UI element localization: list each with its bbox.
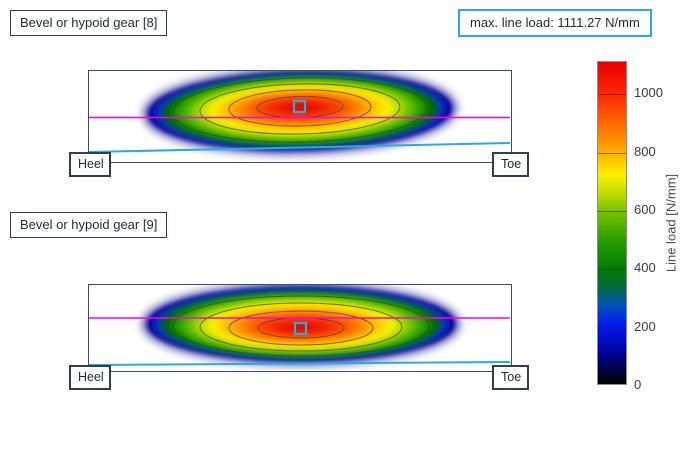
colorbar-tick-1000: 1000 [634,85,663,100]
tooth-edge-line [89,142,510,153]
panel2-contact-plot [88,284,512,372]
panel1-toe-label: Toe [492,152,529,177]
colorbar-tick-200: 200 [634,319,656,334]
panel2-contact-pattern-canvas [89,285,510,366]
colorbar-tickline-800 [598,153,626,154]
contact-pattern-blob [143,285,459,364]
colorbar [597,61,627,385]
colorbar-tick-400: 400 [634,260,656,275]
max-load-marker [292,99,307,114]
colorbar-tickline-600 [598,211,626,212]
panel2-heel-label: Heel [69,365,111,390]
tooth-edge-line [89,361,510,366]
colorbar-tick-600: 600 [634,202,656,217]
colorbar-gradient [598,62,626,384]
panel1-contact-pattern-canvas [89,71,510,154]
panel1-contact-plot [88,70,512,163]
panel2-toe-label: Toe [492,365,529,390]
panel2-title: Bevel or hypoid gear [9] [10,212,168,238]
colorbar-axis-label: Line load [N/mm] [663,173,679,273]
colorbar-tick-800: 800 [634,144,656,159]
panel1-heel-label: Heel [69,152,111,177]
colorbar-tickline-400 [598,269,626,270]
panel1-title: Bevel or hypoid gear [8] [10,10,168,36]
colorbar-tickline-1000 [598,94,626,95]
colorbar-tick-0: 0 [634,377,642,392]
colorbar-tickline-200 [598,328,626,329]
max-line-load-badge: max. line load: 1111.27 N/mm [458,9,652,37]
max-load-marker [293,321,308,336]
contact-pattern-blob [144,71,456,154]
